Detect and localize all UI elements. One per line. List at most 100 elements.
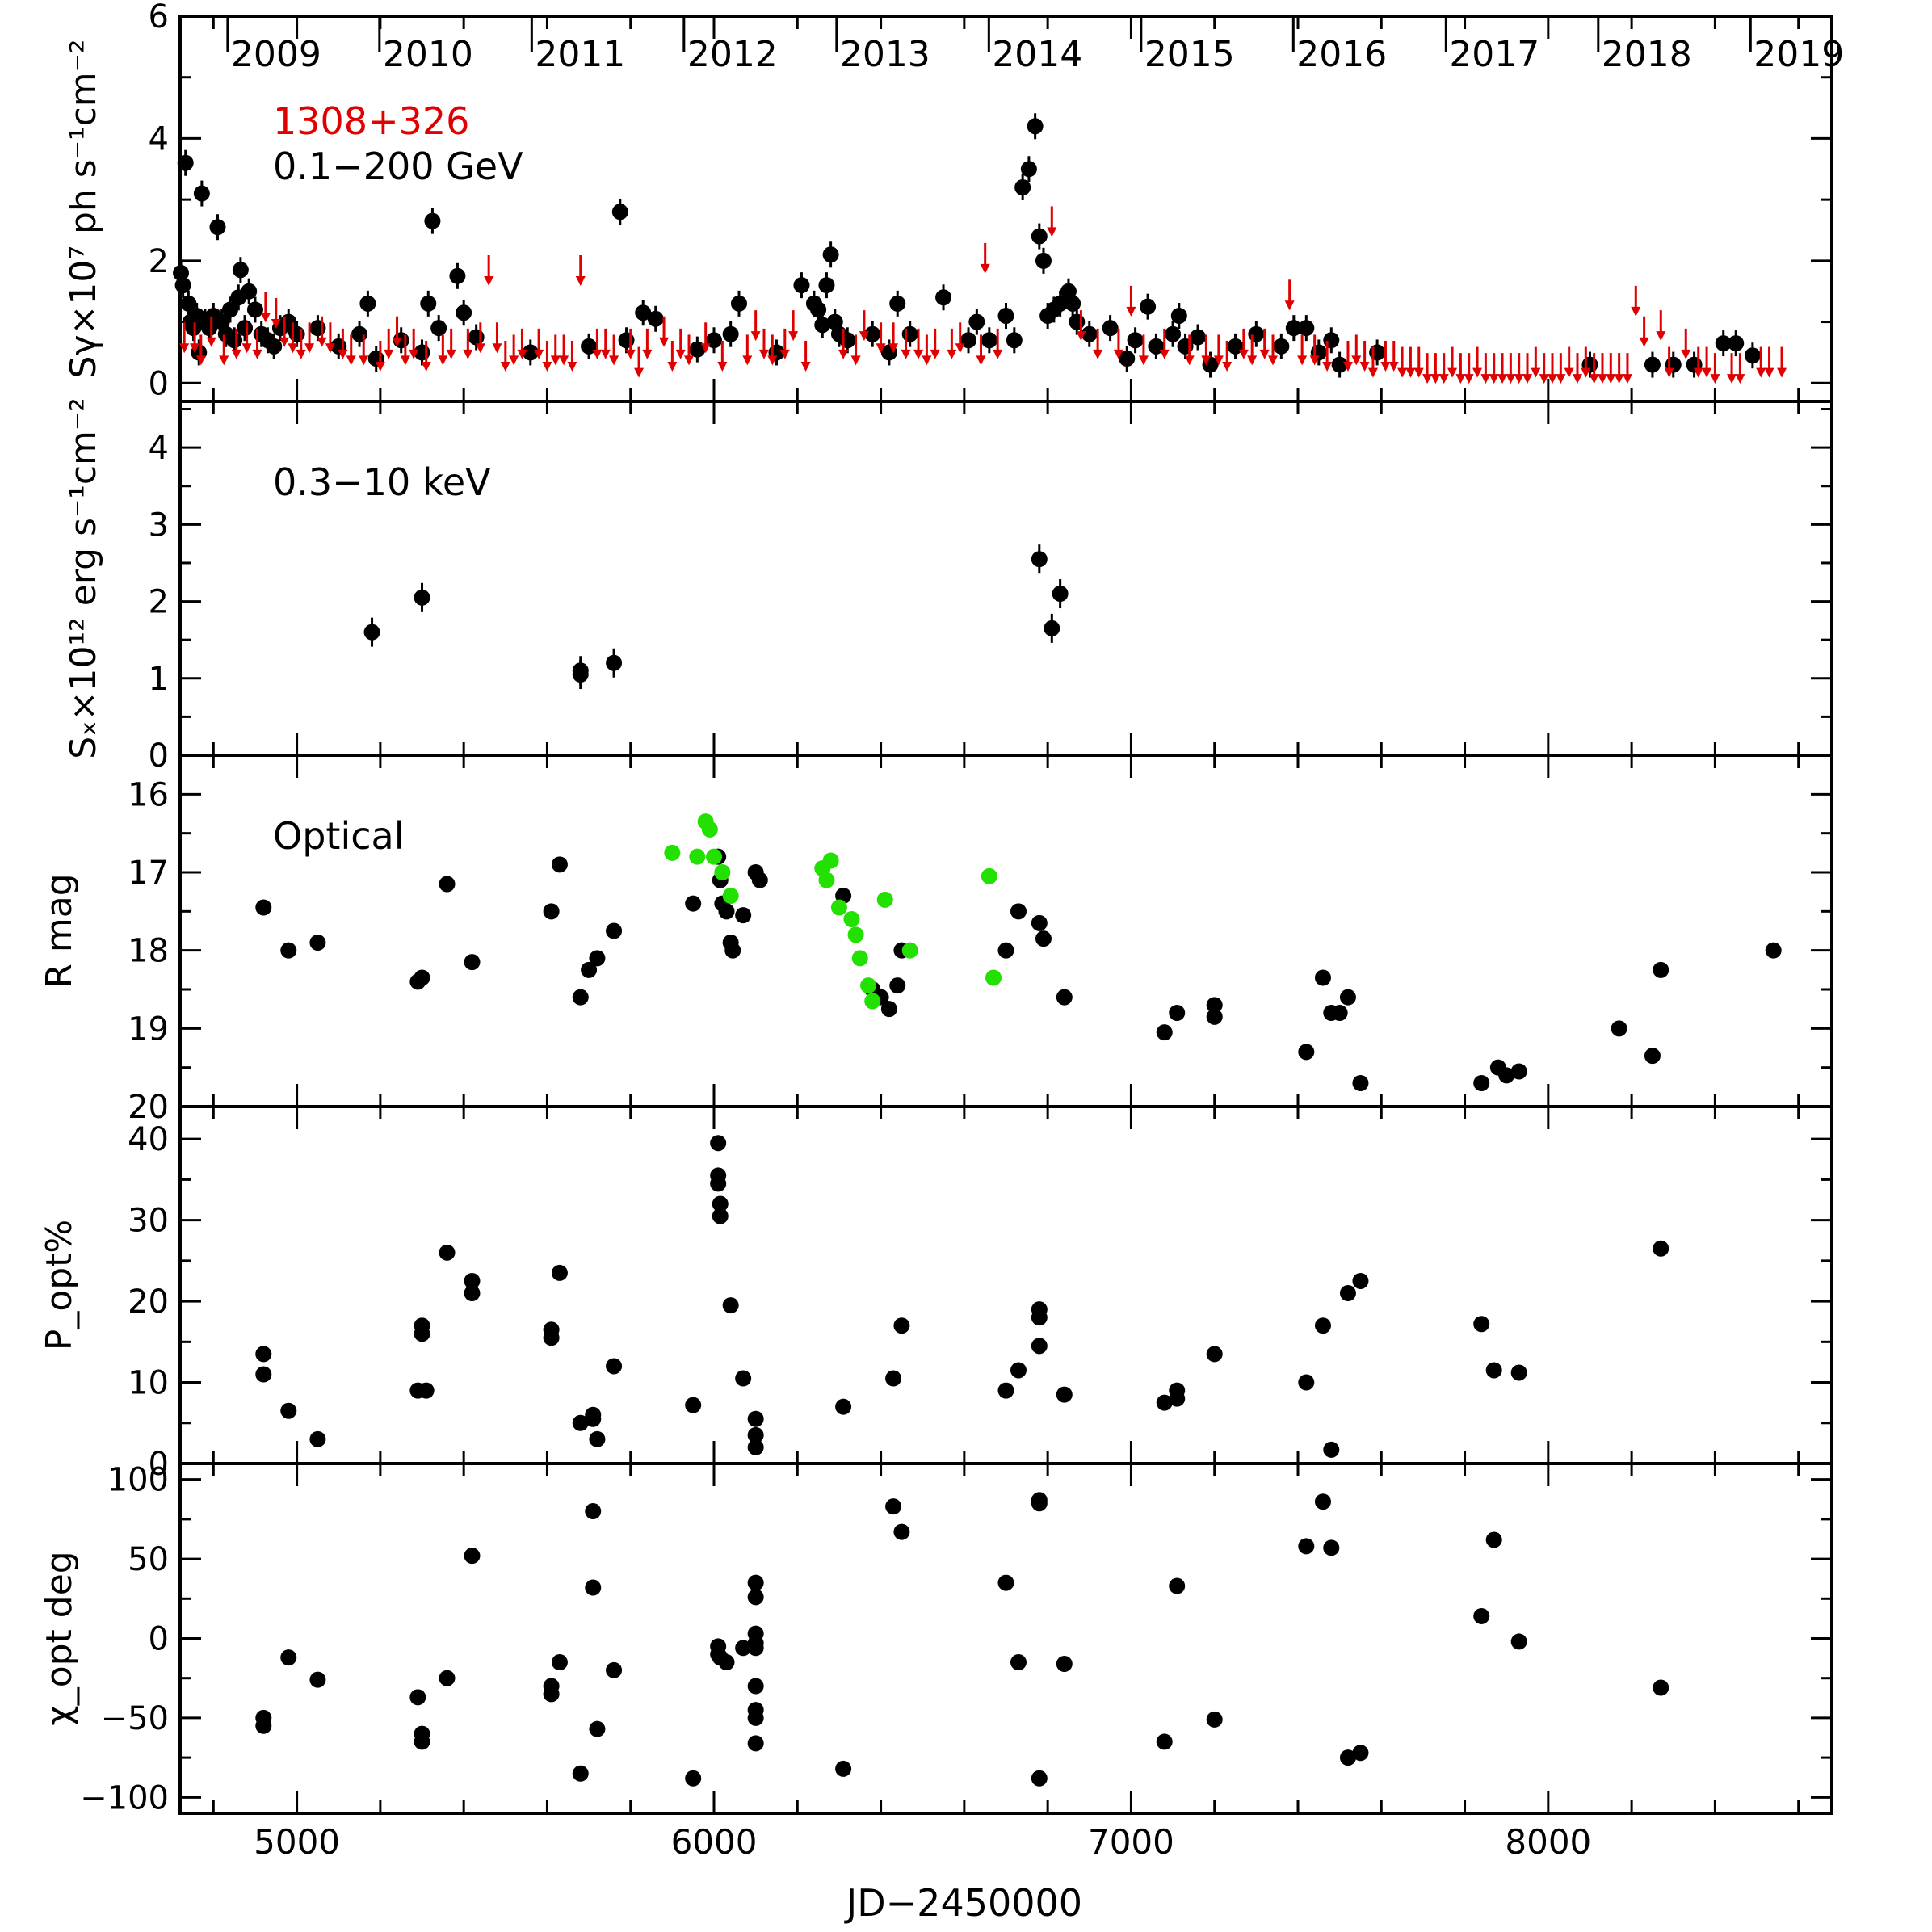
upper-limit-arrow-head [675,349,686,359]
data-point [1056,1655,1073,1672]
data-point [1485,1531,1502,1548]
data-point [1069,313,1086,330]
upper-limit-arrow-head [421,362,431,372]
data-point [255,1366,272,1383]
y-tick-label: −50 [101,1700,169,1737]
y-tick-label: 0 [149,737,169,775]
year-label: 2015 [1144,34,1235,75]
upper-limit-arrow-head [1259,349,1270,359]
data-point [1031,551,1048,568]
data-point [1653,1679,1670,1696]
data-point [998,1574,1014,1591]
data-point [1156,1394,1173,1411]
y-tick-label: 10 [128,1365,169,1402]
data-point [1206,1711,1223,1728]
y-tick-label: 19 [128,1010,169,1048]
upper-limit-arrow-head [317,337,327,347]
y-tick-label: −100 [80,1779,169,1816]
upper-limit-arrow-head [1464,374,1474,384]
upper-limit-arrow-head [550,355,561,366]
upper-limit-arrow-head [409,349,419,359]
data-point [876,891,893,908]
data-point [1611,1020,1628,1037]
band-label-optical_mag: Optical [273,814,404,858]
upper-limit-arrow-head [1656,331,1666,342]
data-point [1510,1633,1527,1650]
upper-limit-arrow-head [684,355,695,366]
data-point [1314,969,1331,986]
data-point [843,911,860,927]
upper-limit-arrow-head [1572,374,1582,384]
data-point [689,341,706,358]
data-point [1031,1492,1048,1509]
data-point [309,320,326,337]
data-point [1510,1063,1527,1080]
upper-limit-arrow-head [980,263,990,274]
data-point [1653,961,1670,978]
data-point [1044,620,1060,636]
upper-limit-arrow-head [195,355,206,366]
data-point [710,1135,727,1152]
data-point [718,1654,735,1671]
upper-limit-arrow-head [346,355,356,366]
y-tick-label: 0 [149,1621,169,1658]
data-point [351,326,368,342]
upper-limit-arrow-head [1405,368,1416,378]
data-point [706,848,723,865]
upper-limit-arrow-head [542,362,552,372]
data-point [998,1382,1014,1399]
data-point [1010,1654,1027,1671]
data-point [1485,1362,1502,1379]
data-point [241,283,258,300]
upper-limit-arrow-head [492,343,502,354]
data-point [581,961,598,978]
year-label: 2014 [992,34,1082,75]
data-point [822,246,839,263]
year-label: 2018 [1602,34,1692,75]
upper-limit-arrow-head [1514,374,1524,384]
data-point [551,1654,568,1671]
data-point [177,154,194,171]
upper-limit-arrow-head [1201,355,1212,366]
data-point [1052,295,1069,312]
data-point [1314,1317,1331,1334]
data-point [1031,1338,1048,1354]
data-point [747,1709,764,1726]
data-point [810,301,827,318]
upper-limit-arrow-head [1047,227,1057,237]
data-point [685,1396,702,1413]
data-point [1010,1362,1027,1379]
upper-limit-arrow-head [559,355,569,366]
data-point [747,1735,764,1752]
data-point [1339,1285,1356,1302]
upper-limit-arrow-head [1455,374,1466,384]
data-point [1285,320,1302,337]
upper-limit-arrow-head [1681,349,1691,359]
upper-limit-arrow-head [1777,368,1787,378]
upper-limit-arrow-head [179,343,190,354]
data-point [1056,989,1073,1006]
data-point [968,313,985,330]
upper-limit-arrow-head [1222,362,1233,372]
x-tick-label: 8000 [1505,1822,1591,1862]
data-point [309,1671,326,1688]
data-point [1127,332,1144,349]
upper-limit-arrow-head [1380,362,1391,372]
data-point [551,856,568,873]
data-point [439,1244,456,1261]
data-point [589,950,606,967]
upper-limit-arrow-head [888,343,899,354]
data-point [1298,320,1315,337]
upper-limit-arrow-head [1138,355,1149,366]
upper-limit-arrow-head [475,343,485,354]
upper-limit-arrow-head [359,355,369,366]
upper-limit-arrow-head [392,337,402,347]
data-point [611,204,628,220]
data-point [414,589,430,606]
data-point [288,326,305,342]
data-point [722,326,739,342]
upper-limit-arrow-head [567,362,578,372]
data-point [606,1661,623,1678]
data-point [1031,914,1048,931]
data-point [1339,989,1356,1006]
